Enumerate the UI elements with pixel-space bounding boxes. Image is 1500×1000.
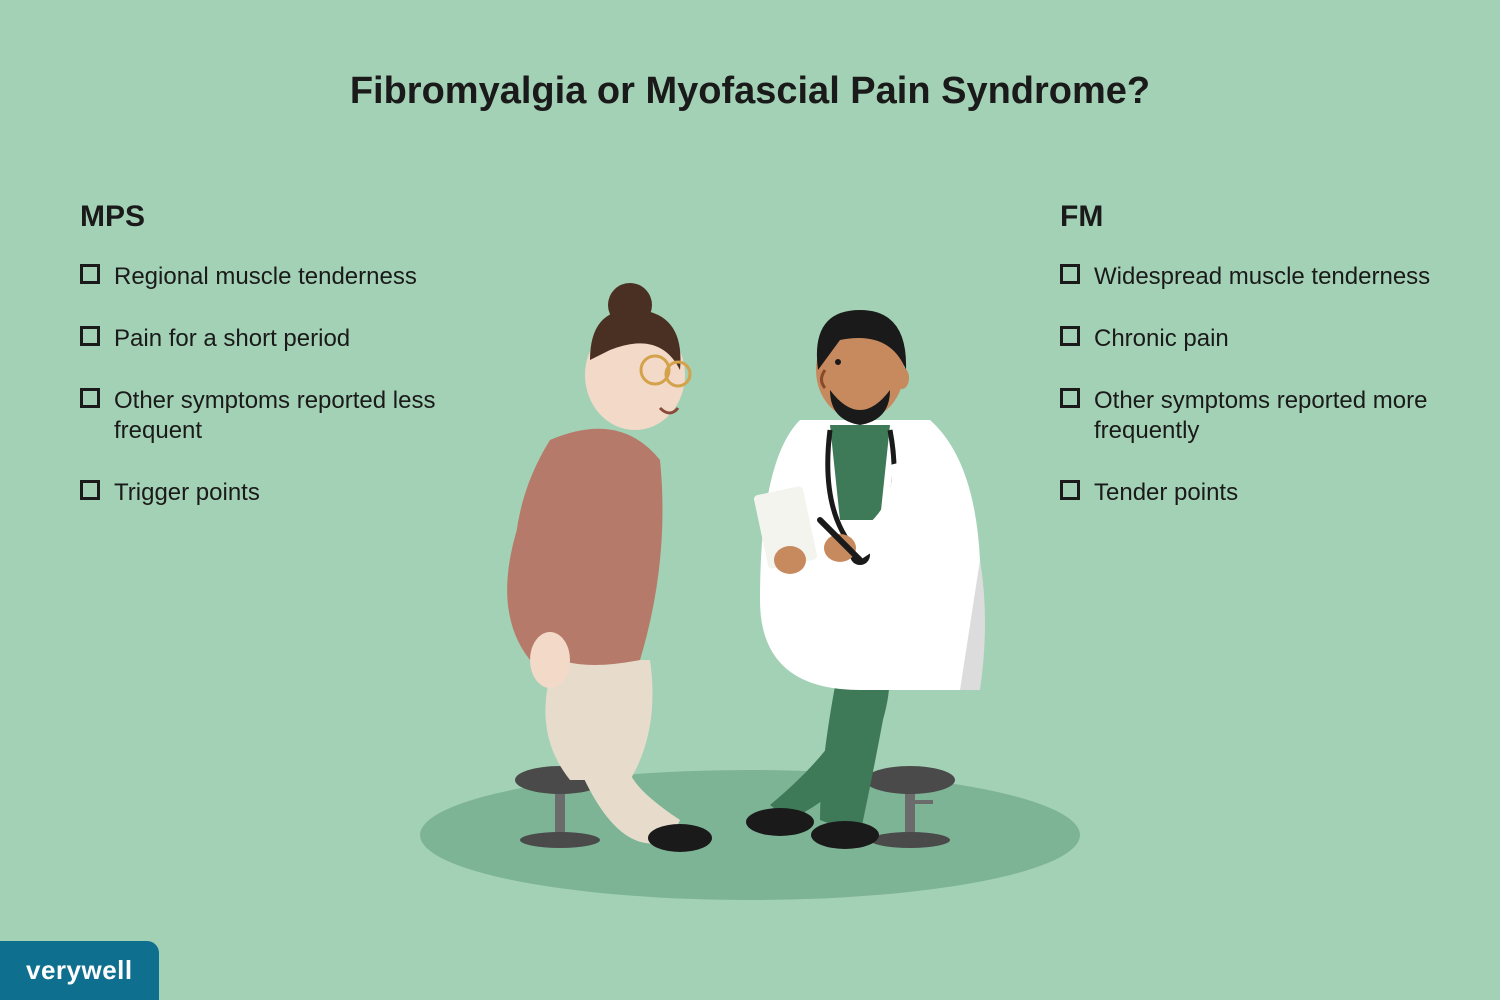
checkbox-icon xyxy=(80,480,100,500)
patient-doctor-illustration xyxy=(460,260,1040,860)
item-text: Chronic pain xyxy=(1094,324,1229,354)
brand-badge: verywell xyxy=(0,941,159,1000)
doctor-figure xyxy=(746,310,985,849)
heading-mps: MPS xyxy=(80,200,460,234)
checkbox-icon xyxy=(1060,480,1080,500)
patient-figure xyxy=(507,283,712,852)
list-item: Other symptoms reported less frequent xyxy=(80,386,460,446)
item-text: Widespread muscle tenderness xyxy=(1094,262,1430,292)
item-text: Tender points xyxy=(1094,478,1238,508)
heading-fm: FM xyxy=(1060,200,1440,234)
item-text: Pain for a short period xyxy=(114,324,350,354)
item-text: Regional muscle tenderness xyxy=(114,262,417,292)
column-mps: MPS Regional muscle tenderness Pain for … xyxy=(80,200,460,540)
checkbox-icon xyxy=(80,388,100,408)
page-title: Fibromyalgia or Myofascial Pain Syndrome… xyxy=(0,70,1500,113)
checkbox-icon xyxy=(1060,326,1080,346)
checkbox-icon xyxy=(1060,388,1080,408)
list-item: Pain for a short period xyxy=(80,324,460,354)
list-item: Regional muscle tenderness xyxy=(80,262,460,292)
list-item: Trigger points xyxy=(80,478,460,508)
item-text: Other symptoms reported more frequently xyxy=(1094,386,1440,446)
checkbox-icon xyxy=(1060,264,1080,284)
checkbox-icon xyxy=(80,326,100,346)
list-item: Tender points xyxy=(1060,478,1440,508)
infographic-canvas: Fibromyalgia or Myofascial Pain Syndrome… xyxy=(0,0,1500,1000)
column-fm: FM Widespread muscle tenderness Chronic … xyxy=(1060,200,1440,540)
list-item: Widespread muscle tenderness xyxy=(1060,262,1440,292)
list-item: Chronic pain xyxy=(1060,324,1440,354)
item-text: Other symptoms reported less frequent xyxy=(114,386,460,446)
checkbox-icon xyxy=(80,264,100,284)
list-item: Other symptoms reported more frequently xyxy=(1060,386,1440,446)
item-text: Trigger points xyxy=(114,478,260,508)
